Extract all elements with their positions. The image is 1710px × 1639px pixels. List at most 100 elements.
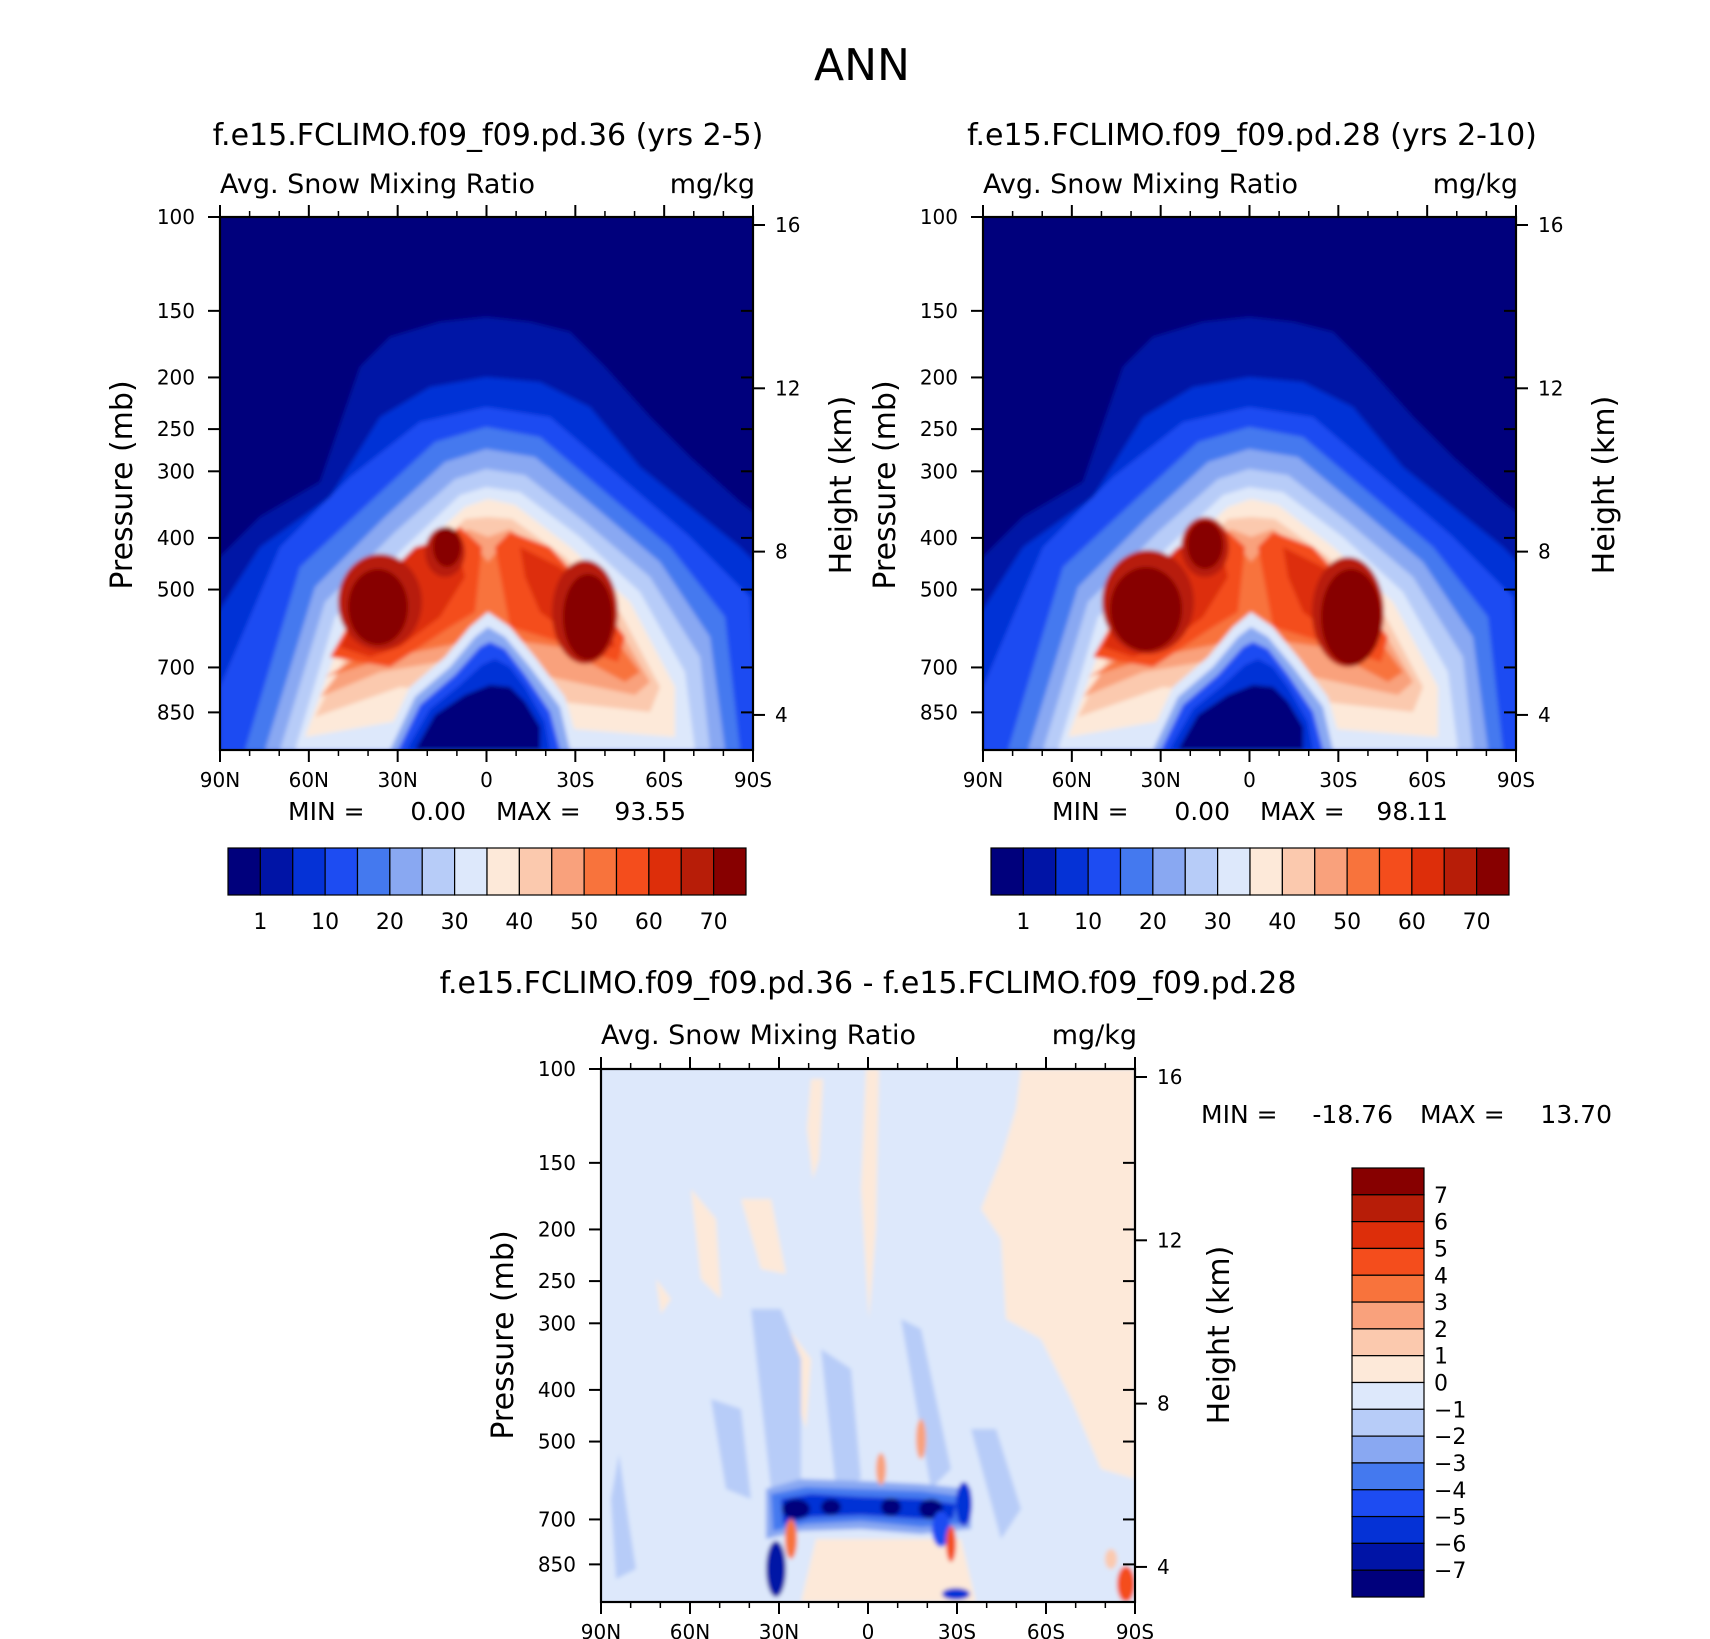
colorbar-label: 40 [505, 910, 533, 935]
colorbar-swatch [292, 847, 326, 896]
colorbar-label: 6 [1434, 1211, 1448, 1236]
x-tick-label: 30N [1140, 768, 1180, 792]
diff-neg-patch-1 [611, 1454, 636, 1579]
y-tick-label: 250 [920, 417, 958, 441]
colorbar-swatch [1351, 1194, 1425, 1223]
panel-c-y-axis: 100 150 200 250 300 400 500 700 850 [538, 1057, 1135, 1576]
diff-core-g [956, 1482, 972, 1526]
y-tick-label: 300 [538, 1311, 576, 1335]
contour-level-16b [433, 527, 461, 567]
colorbar-label: 3 [1434, 1291, 1448, 1316]
colorbar-label: −4 [1434, 1479, 1466, 1504]
panel-a-min-value: 0.00 [410, 797, 466, 826]
x-tick-label: 60N [1052, 768, 1092, 792]
diff-pos-core-a [785, 1519, 797, 1559]
y-tick-label: 200 [920, 365, 958, 389]
y-tick-label: 250 [157, 417, 195, 441]
x-tick-label: 30N [759, 1620, 799, 1639]
panel-b-title: f.e15.FCLIMO.f09_f09.pd.28 (yrs 2-10) [967, 118, 1537, 153]
y-tick-label: 200 [157, 365, 195, 389]
y-tick-label: 300 [920, 459, 958, 483]
contour-level-16a [1110, 567, 1182, 651]
height-tick-label: 4 [1538, 703, 1551, 727]
diff-positive-patch-d [741, 1199, 786, 1274]
panel-a-title: f.e15.FCLIMO.f09_f09.pd.36 (yrs 2-5) [213, 118, 764, 153]
colorbar-label: −7 [1434, 1559, 1466, 1584]
colorbar-swatch [1351, 1542, 1425, 1571]
panel-c-field [601, 1069, 1135, 1602]
colorbar-label: 4 [1434, 1264, 1448, 1289]
diff-pos-core-e [1117, 1566, 1135, 1602]
height-tick-label: 8 [1157, 1392, 1170, 1416]
colorbar-label: 1 [1434, 1345, 1448, 1370]
panel-b-colorbar: 1 10 20 30 40 50 60 70 [990, 847, 1510, 935]
height-tick-label: 16 [775, 213, 800, 237]
colorbar-swatch [1087, 847, 1122, 896]
colorbar-label: 1 [1016, 910, 1030, 935]
x-tick-label: 60N [670, 1620, 710, 1639]
panel-c-min-label: MIN = [1201, 1100, 1278, 1129]
colorbar-label: 20 [376, 910, 404, 935]
panel-a-x-axis: 90N 60N 30N 0 30S 60S 90S [200, 205, 772, 792]
colorbar-swatch [1351, 1167, 1425, 1196]
diff-neg-patch-3 [751, 1309, 801, 1499]
y-tick-label: 850 [538, 1552, 576, 1576]
colorbar-swatch [648, 847, 682, 896]
colorbar-label: 1 [253, 910, 267, 935]
x-tick-label: 60S [1027, 1620, 1065, 1639]
y-tick-label: 150 [157, 299, 195, 323]
colorbar-swatch [1281, 847, 1316, 896]
colorbar-label: 40 [1268, 910, 1296, 935]
diff-core-f [932, 1511, 950, 1547]
diff-neg-patch-4 [821, 1349, 861, 1489]
colorbar-swatch [1351, 1462, 1425, 1491]
colorbar-swatch [1055, 847, 1089, 896]
y-tick-label: 700 [157, 655, 195, 679]
colorbar-swatch [1217, 847, 1251, 896]
colorbar-label: 50 [570, 910, 598, 935]
colorbar-swatch [1351, 1355, 1425, 1384]
x-tick-label: 0 [480, 768, 493, 792]
diff-core-e [766, 1541, 786, 1597]
panel-c-ylabel-right: Height (km) [1202, 1246, 1237, 1425]
panel-c-x-axis: 90N 60N 30N 0 30S 60S 90S [581, 1057, 1154, 1639]
colorbar-swatch [1249, 847, 1283, 896]
y-tick-label: 500 [157, 578, 195, 602]
x-tick-label: 60S [1408, 768, 1446, 792]
panel-b-x-axis: 90N 60N 30N 0 30S 60S 90S [963, 205, 1535, 792]
colorbar-swatch [1346, 847, 1381, 896]
colorbar-swatch [1351, 1381, 1425, 1410]
colorbar-swatch [1351, 1221, 1425, 1250]
contour-level-16c [563, 574, 613, 660]
panel-a-max-label: MAX = [496, 797, 581, 826]
panel-b-y-axis: 100 150 200 250 300 400 500 700 850 [920, 205, 1516, 724]
colorbar-swatch [389, 847, 423, 896]
colorbar-label: 70 [700, 910, 728, 935]
colorbar-swatch [551, 847, 585, 896]
colorbar-label: 60 [1398, 910, 1426, 935]
diff-core-c [881, 1498, 901, 1516]
panel-c-ylabel: Pressure (mb) [486, 1230, 521, 1439]
contour-level-16a [348, 569, 408, 645]
y-tick-label: 150 [538, 1151, 576, 1175]
panel-a-ylabel-right: Height (km) [824, 396, 859, 575]
y-tick-label: 150 [920, 299, 958, 323]
x-tick-label: 60N [289, 768, 329, 792]
colorbar-swatch [1022, 847, 1057, 896]
x-tick-label: 0 [862, 1620, 875, 1639]
colorbar-swatch [1351, 1569, 1425, 1598]
colorbar-swatch [615, 847, 650, 896]
x-tick-label: 60S [645, 768, 683, 792]
diff-pos-core-f [1105, 1549, 1117, 1569]
height-tick-label: 12 [1538, 376, 1563, 400]
y-tick-label: 850 [157, 700, 195, 724]
colorbar-swatch [583, 847, 618, 896]
colorbar-label: 50 [1333, 910, 1361, 935]
panel-b-units: mg/kg [1433, 169, 1518, 200]
panel-c-height-axis: 16 12 8 4 [1135, 1065, 1182, 1579]
colorbar-swatch [324, 847, 359, 896]
diff-neg-patch-6 [971, 1429, 1021, 1539]
colorbar-swatch [227, 847, 261, 896]
contour-level-16c [1321, 569, 1381, 665]
panel-a-max-value: 93.55 [614, 797, 686, 826]
